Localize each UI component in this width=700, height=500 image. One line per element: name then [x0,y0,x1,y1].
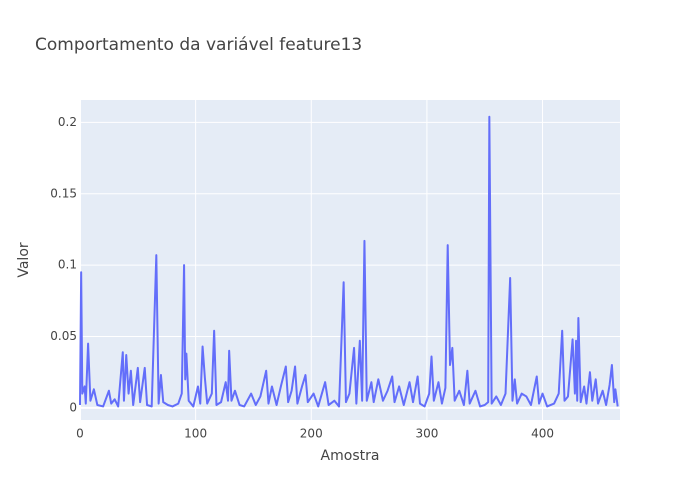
y-tick-label: 0.15 [50,186,77,200]
x-tick-label: 400 [531,427,554,441]
chart-title: Comportamento da variável feature13 [35,35,362,55]
x-tick-label: 300 [415,427,438,441]
x-tick-label: 0 [76,427,84,441]
y-tick-label: 0 [69,400,77,414]
y-tick-label: 0.05 [50,329,77,343]
x-axis-title: Amostra [321,448,380,464]
x-tick-label: 200 [300,427,323,441]
x-tick-label: 100 [184,427,207,441]
grid [79,100,620,420]
y-tick-label: 0.2 [58,115,77,129]
data-line [79,115,619,408]
y-axis-title: Valor [16,242,32,278]
y-tick-label: 0.1 [58,258,77,272]
marks [79,115,619,408]
plot-area [80,100,620,420]
